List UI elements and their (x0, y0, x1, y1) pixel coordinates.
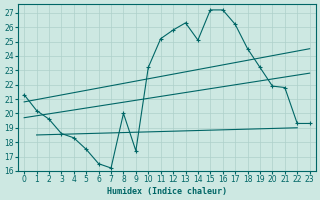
X-axis label: Humidex (Indice chaleur): Humidex (Indice chaleur) (107, 187, 227, 196)
